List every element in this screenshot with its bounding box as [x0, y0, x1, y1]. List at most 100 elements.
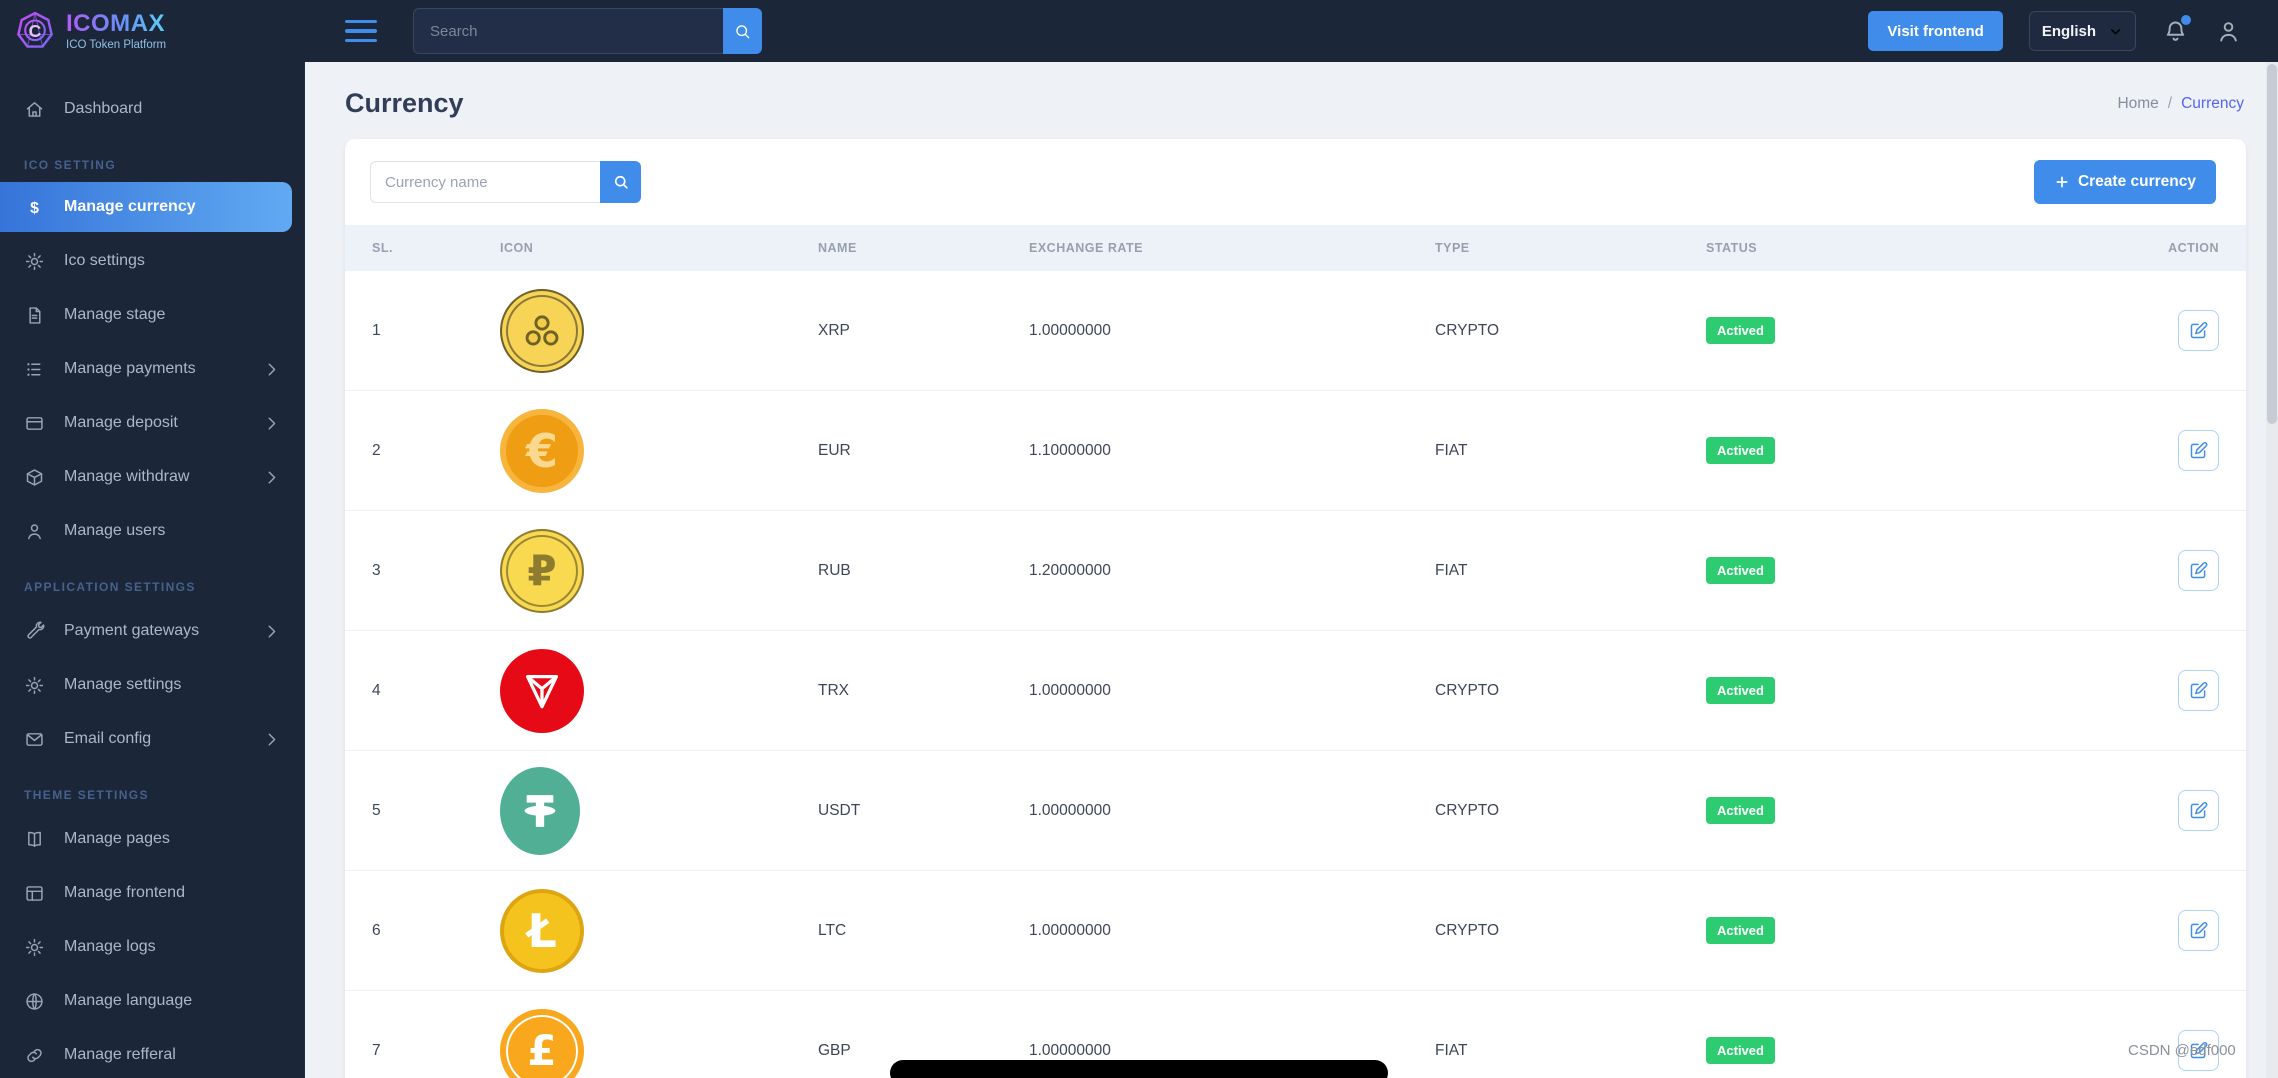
status-badge: Actived: [1706, 1037, 1775, 1064]
gear-icon: [24, 675, 45, 696]
sidebar-item-ico-settings[interactable]: Ico settings: [0, 234, 304, 288]
sidebar-item-payment-gateways[interactable]: Payment gateways: [0, 604, 304, 658]
breadcrumb-home[interactable]: Home: [2117, 94, 2159, 112]
edit-button[interactable]: [2178, 670, 2219, 711]
status-badge: Actived: [1706, 437, 1775, 464]
sidebar-section-heading: ICO SETTING: [24, 158, 117, 172]
cell-name: EUR: [818, 390, 1029, 511]
svg-text:$: $: [30, 199, 39, 216]
wrench-icon: [24, 621, 45, 642]
cell-rate: 1.00000000: [1029, 750, 1435, 871]
chevron-down-icon: [2108, 24, 2123, 39]
sidebar: Dashboard ICO SETTING $ Manage currency Ico …: [0, 62, 305, 1078]
status-badge: Actived: [1706, 557, 1775, 584]
filter-search-button[interactable]: [600, 161, 641, 203]
bell-icon[interactable]: [2162, 14, 2191, 45]
sidebar-item-dashboard[interactable]: Dashboard: [0, 82, 304, 136]
edit-button[interactable]: [2178, 430, 2219, 471]
search-button[interactable]: [723, 8, 762, 54]
visit-frontend-button[interactable]: Visit frontend: [1868, 11, 2003, 51]
sidebar-item-manage-deposit[interactable]: Manage deposit: [0, 396, 304, 450]
sidebar-item-manage-refferal[interactable]: Manage refferal: [0, 1028, 304, 1078]
edit-icon: [2188, 800, 2209, 821]
page-title: Currency: [345, 88, 464, 118]
sidebar-item-manage-settings[interactable]: Manage settings: [0, 658, 304, 712]
sidebar-item-manage-pages[interactable]: Manage pages: [0, 812, 304, 866]
svg-text:C: C: [29, 21, 42, 41]
watermark: CSDN @edf000: [2128, 1042, 2236, 1059]
search-input[interactable]: [413, 8, 723, 54]
edit-button[interactable]: [2178, 550, 2219, 591]
sidebar-item-manage-logs[interactable]: Manage logs: [0, 920, 304, 974]
sidebar-item-manage-withdraw[interactable]: Manage withdraw: [0, 450, 304, 504]
sidebar-item-manage-users[interactable]: Manage users: [0, 504, 304, 558]
box-icon: [24, 467, 45, 488]
chevron-right-icon: [261, 621, 282, 642]
card-icon: [24, 413, 45, 434]
search-icon: [733, 22, 752, 41]
cell-rate: 1.00000000: [1029, 870, 1435, 991]
brand-logo[interactable]: C ICOMAX ICO Token Platform: [14, 10, 305, 52]
create-currency-label: Create currency: [2077, 173, 2196, 190]
table-row: 1 XRP 1.00000000 CRYPTO Actived: [345, 271, 2246, 391]
brand-tagline: ICO Token Platform: [66, 38, 167, 51]
table-header-row: SL. ICON NAME EXCHANGE RATE TYPE STATUS …: [345, 225, 2246, 271]
language-selected-value: English: [2041, 22, 2096, 40]
edit-button[interactable]: [2178, 790, 2219, 831]
cell-name: TRX: [818, 630, 1029, 751]
edit-button[interactable]: [2178, 910, 2219, 951]
cell-name: XRP: [818, 321, 850, 339]
create-currency-button[interactable]: Create currency: [2033, 160, 2216, 204]
icomax-logo-icon: C: [17, 11, 53, 48]
page-head: Currency Home / Currency: [305, 62, 2278, 119]
sidebar-item-manage-frontend[interactable]: Manage frontend: [0, 866, 304, 920]
language-select[interactable]: English: [2028, 11, 2136, 51]
table-row: 3 ₽ RUB 1.20000000 FIAT Actived: [345, 510, 2246, 631]
content: Currency Home / Currency: [305, 62, 2278, 1078]
col-type: TYPE: [1435, 225, 1706, 271]
cell-type: FIAT: [1435, 390, 1706, 511]
cell-rate: 1.00000000: [1029, 630, 1435, 751]
cell-type: CRYPTO: [1435, 630, 1706, 751]
cell-sl: 4: [345, 630, 500, 751]
scrollbar-thumb[interactable]: [2267, 64, 2277, 424]
table-row: 6 Ł LTC 1.00000000 CRYPTO Actived: [345, 870, 2246, 991]
edit-button[interactable]: [2178, 1030, 2219, 1071]
sidebar-item-label: Dashboard: [64, 100, 143, 117]
chevron-right-icon: [261, 413, 282, 434]
sidebar-item-manage-stage[interactable]: Manage stage: [0, 288, 304, 342]
sidebar-item-label: Manage frontend: [64, 884, 185, 901]
cell-name: RUB: [818, 510, 1029, 631]
currency-card: Create currency SL. ICON NAME EXCHANGE R…: [345, 139, 2246, 1078]
sidebar-item-label: Manage refferal: [64, 1046, 176, 1063]
list-icon: [24, 359, 45, 380]
eur-coin-icon: €: [500, 408, 584, 493]
status-badge: Actived: [1706, 917, 1775, 944]
dollar-icon: $: [24, 197, 45, 218]
mail-icon: [24, 729, 45, 750]
sidebar-item-email-config[interactable]: Email config: [0, 712, 304, 766]
sidebar-item-manage-language[interactable]: Manage language: [0, 974, 304, 1028]
sidebar-nav: Dashboard ICO SETTING $ Manage currency Ico …: [0, 62, 304, 1078]
cell-sl: 3: [345, 510, 500, 631]
cell-rate: 1.00000000: [1029, 321, 1111, 339]
user-icon[interactable]: [2215, 18, 2242, 45]
currency-name-input[interactable]: [370, 161, 600, 203]
status-badge: Actived: [1706, 797, 1775, 824]
sidebar-item-label: Payment gateways: [64, 622, 200, 639]
search-icon: [612, 173, 630, 191]
sidebar-item-manage-currency[interactable]: $ Manage currency: [0, 182, 292, 232]
cell-type: FIAT: [1435, 990, 1706, 1078]
sidebar-item-label: Manage logs: [64, 938, 156, 955]
edit-button[interactable]: [2178, 310, 2219, 351]
trx-coin-icon: [500, 648, 584, 733]
sidebar-section-heading: THEME SETTINGS: [24, 788, 149, 802]
sidebar-item-manage-payments[interactable]: Manage payments: [0, 342, 304, 396]
usdt-coin-icon: [500, 766, 580, 855]
menu-icon[interactable]: [345, 19, 377, 43]
currency-table: SL. ICON NAME EXCHANGE RATE TYPE STATUS …: [345, 225, 2246, 1078]
cell-sl: 1: [372, 321, 381, 339]
brand-text: ICOMAX ICO Token Platform: [66, 11, 166, 50]
table-row: 4 TRX 1.00000000 CRYPTO Actived: [345, 630, 2246, 751]
breadcrumb-current: Currency: [2181, 94, 2244, 112]
